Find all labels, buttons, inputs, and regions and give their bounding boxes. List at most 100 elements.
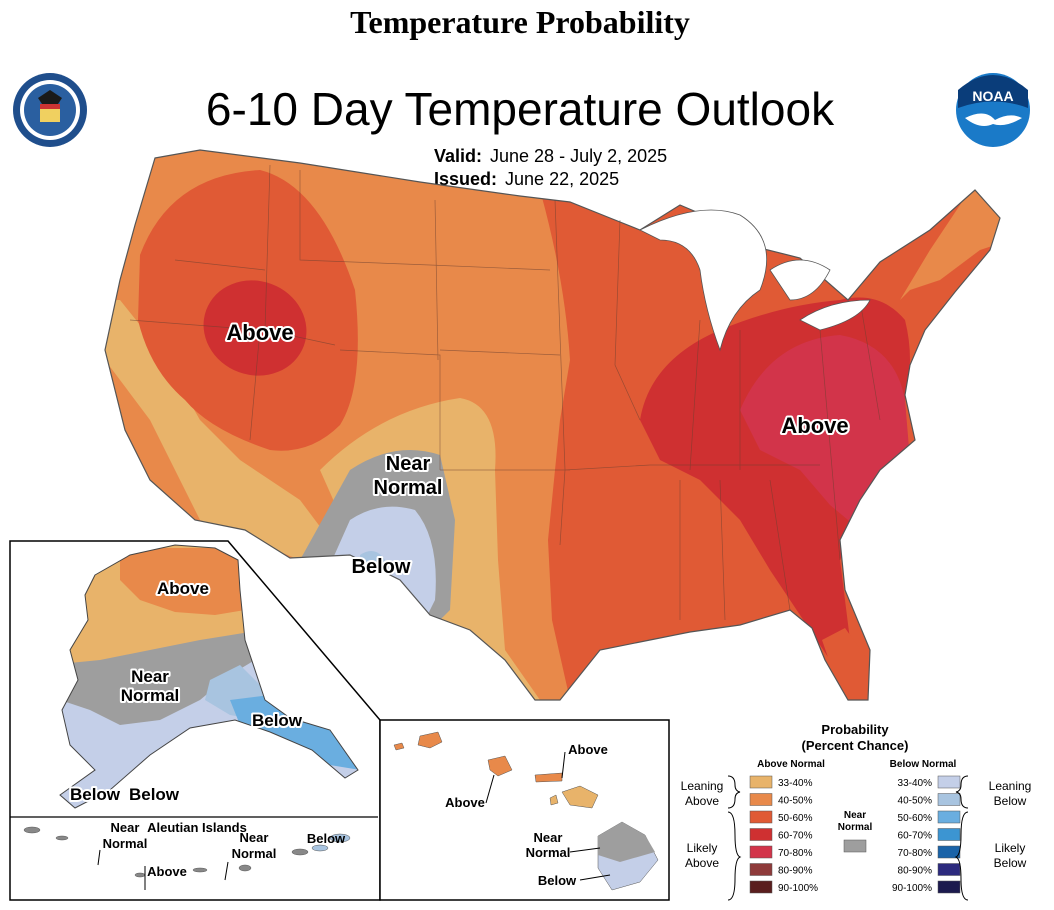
legend-leaning-below-1: Leaning [989,779,1032,793]
legend-below-range-5: 80-90% [898,866,933,877]
alaska-above-40-50 [120,548,245,615]
aleutian-island-shapes [23,826,309,878]
legend-above-swatch-5 [749,863,773,876]
hawaii-maui [561,785,599,809]
legend-below-swatch-2 [937,810,961,824]
legend-likely-above-1: Likely [687,841,718,855]
hawaii-label-near-a: Near [534,830,563,845]
noaa-logo: NOAA [956,73,1030,147]
legend-below-swatch-4 [937,845,961,859]
alaska-label-below-se: Below [252,711,303,730]
alaska-label-above: Above [157,579,209,598]
legend-leaning-above-2: Above [685,794,719,808]
legend-near-2: Normal [838,822,873,833]
legend-above-range-5: 80-90% [778,866,813,877]
hawaii-islands [393,731,659,891]
alaska-near-normal [60,632,255,725]
legend-below-range-2: 50-60% [898,813,933,824]
hawaii-molokai [534,772,563,783]
conus-label-below: Below [352,556,411,578]
legend-below-range-6: 90-100% [892,883,932,894]
hawaii-label-below: Below [538,873,577,888]
legend-below-range-3: 60-70% [898,831,933,842]
issued-label: Issued: [434,169,498,189]
legend-likely-below-1: Likely [995,841,1026,855]
legend-below-swatch-6 [937,880,961,894]
legend-above-range-1: 40-50% [778,796,813,807]
legend-likely-above-brace [727,811,742,901]
alaska-label-below-sw2: Below [129,785,180,804]
legend-above-range-4: 70-80% [778,848,813,859]
legend-above-swatch-0 [749,775,773,789]
legend-below-swatch-1 [937,793,961,806]
conus-west-60-70 [203,280,307,376]
conus-label-near-2: Normal [374,477,443,499]
legend-above-swatch-3 [749,828,773,841]
legend-above-range-2: 50-60% [778,813,813,824]
great-lakes [639,209,871,352]
legend-above-swatch-1 [749,793,773,806]
legend-leaning-above-brace [727,775,741,809]
conus-east-70-80 [740,335,910,530]
legend-above-range-3: 60-70% [778,831,813,842]
aleutian-near-2a: Near [240,830,269,845]
legend-title-1: Probability [821,722,889,737]
legend-below-header: Below Normal [890,759,957,770]
aleutian-near-2b: Normal [232,846,277,861]
conus-label-above-east: Above [781,413,848,438]
legend-below-swatch-5 [937,863,961,876]
map-title: 6-10 Day Temperature Outlook [205,83,835,135]
page-title: Temperature Probability [350,4,690,40]
alaska-below-50-60 [230,695,358,770]
probability-legend: Probability (Percent Chance) Above Norma… [681,722,1032,901]
aleutian-near-1b: Normal [103,836,148,851]
legend-above-swatch-2 [749,810,773,824]
legend-likely-below-brace [954,811,969,901]
alaska-label-near-2: Normal [121,686,180,705]
hawaii-niihau [393,742,405,751]
legend-near-swatch [843,839,867,853]
valid-label: Valid: [434,146,483,166]
hawaii-lanai [549,794,559,806]
issued-date-value: June 22, 2025 [505,169,620,189]
hawaii-label-above-left: Above [445,795,485,810]
conus-florida-50-60 [822,628,868,700]
noaa-gull-icon [965,113,1022,126]
conus-west-coast-33-40 [105,300,330,560]
aleutian-near-2-leader [224,861,229,881]
legend-below-range-4: 70-80% [898,848,933,859]
hawaii-label-near-b: Normal [526,845,571,860]
legend-below-swatch-0 [937,775,961,789]
hawaii-label-above-top: Above [568,742,608,757]
legend-below-range-1: 40-50% [898,796,933,807]
legend-above-swatch-6 [749,880,773,894]
legend-leaning-below-2: Below [994,794,1027,808]
aleutian-above: Above [147,864,187,879]
valid-dates-value: June 28 - July 2, 2025 [490,146,668,166]
hawaii-above-top-leader [561,751,566,779]
doc-seal-shield-top [40,104,60,109]
hawaii-below-leader [579,874,611,881]
aleutian-below-islands [311,833,351,852]
legend-above-range-0: 33-40% [778,778,813,789]
noaa-top-arc [958,75,1028,108]
aleutian-title: Aleutian Islands [147,820,247,835]
doc-seal-eagle-icon [38,90,62,104]
alaska-outline [59,544,359,809]
legend-above-swatch-4 [749,845,773,859]
legend-above-header: Above Normal [757,759,825,770]
legend-above-rows: 33-40% 40-50% 50-60% 60-70% 70-80% 80-90% 90-1… [749,775,818,894]
legend-likely-above-2: Above [685,856,719,870]
conus-label-near-1: Near [386,453,431,475]
aleutian-near-1-leader [97,849,101,866]
conus-northeast-40-50 [900,190,1000,300]
hawaii-above-left-leader [485,774,495,804]
legend-near-1: Near [844,810,866,821]
legend-leaning-below-brace [955,775,969,809]
conus-label-above-west: Above [226,320,293,345]
alaska-label-near-1: Near [131,667,169,686]
aleutian-below: Below [307,831,346,846]
hawaii-near-leader [569,847,601,853]
legend-title-2: (Percent Chance) [802,738,909,753]
